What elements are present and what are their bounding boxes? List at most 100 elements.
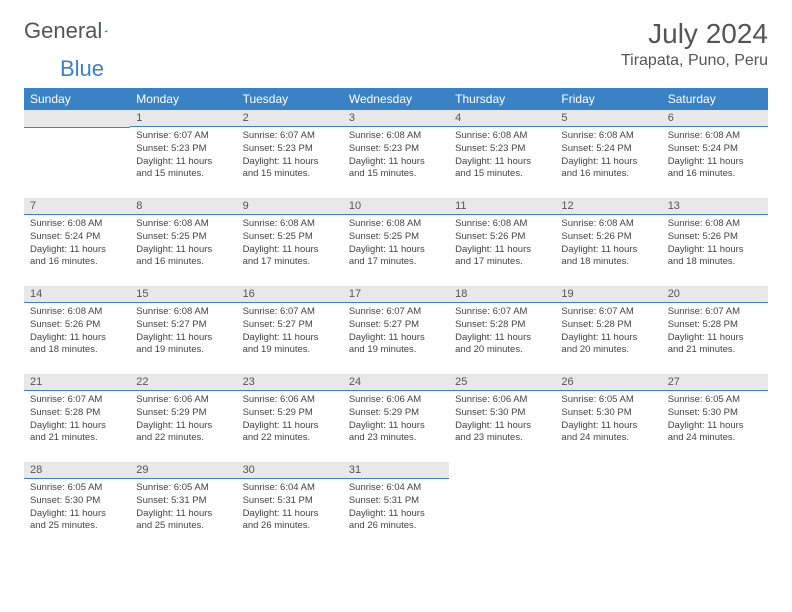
calendar-day-cell: 5Sunrise: 6:08 AMSunset: 5:24 PMDaylight… — [555, 110, 661, 198]
day-number: 17 — [343, 286, 449, 303]
day-number: 5 — [555, 110, 661, 127]
day-details: Sunrise: 6:08 AMSunset: 5:24 PMDaylight:… — [24, 215, 130, 273]
weekday-header: Thursday — [449, 88, 555, 110]
weekday-header: Wednesday — [343, 88, 449, 110]
calendar-day-cell: 11Sunrise: 6:08 AMSunset: 5:26 PMDayligh… — [449, 198, 555, 286]
day-details: Sunrise: 6:08 AMSunset: 5:27 PMDaylight:… — [130, 303, 236, 361]
day-details: Sunrise: 6:08 AMSunset: 5:25 PMDaylight:… — [343, 215, 449, 273]
calendar-day-cell: 3Sunrise: 6:08 AMSunset: 5:23 PMDaylight… — [343, 110, 449, 198]
day-details: Sunrise: 6:07 AMSunset: 5:23 PMDaylight:… — [130, 127, 236, 185]
calendar-day-cell: 22Sunrise: 6:06 AMSunset: 5:29 PMDayligh… — [130, 374, 236, 462]
day-details: Sunrise: 6:08 AMSunset: 5:26 PMDaylight:… — [24, 303, 130, 361]
day-number: 30 — [237, 462, 343, 479]
weekday-header: Saturday — [662, 88, 768, 110]
day-number: 11 — [449, 198, 555, 215]
calendar-empty-cell — [449, 462, 555, 550]
logo-word2: Blue — [60, 56, 104, 82]
day-number: 7 — [24, 198, 130, 215]
day-number: 15 — [130, 286, 236, 303]
logo-word1: General — [24, 18, 102, 44]
weekday-header-row: SundayMondayTuesdayWednesdayThursdayFrid… — [24, 88, 768, 110]
day-number: 6 — [662, 110, 768, 127]
weekday-header: Tuesday — [237, 88, 343, 110]
calendar-day-cell: 29Sunrise: 6:05 AMSunset: 5:31 PMDayligh… — [130, 462, 236, 550]
day-details: Sunrise: 6:06 AMSunset: 5:29 PMDaylight:… — [237, 391, 343, 449]
calendar-day-cell: 1Sunrise: 6:07 AMSunset: 5:23 PMDaylight… — [130, 110, 236, 198]
day-number: 8 — [130, 198, 236, 215]
calendar-day-cell: 18Sunrise: 6:07 AMSunset: 5:28 PMDayligh… — [449, 286, 555, 374]
month-title: July 2024 — [621, 18, 768, 50]
day-details: Sunrise: 6:08 AMSunset: 5:25 PMDaylight:… — [130, 215, 236, 273]
day-details: Sunrise: 6:07 AMSunset: 5:28 PMDaylight:… — [24, 391, 130, 449]
day-details: Sunrise: 6:05 AMSunset: 5:31 PMDaylight:… — [130, 479, 236, 537]
day-number: 4 — [449, 110, 555, 127]
day-details: Sunrise: 6:05 AMSunset: 5:30 PMDaylight:… — [662, 391, 768, 449]
day-details: Sunrise: 6:07 AMSunset: 5:28 PMDaylight:… — [662, 303, 768, 361]
day-details: Sunrise: 6:06 AMSunset: 5:29 PMDaylight:… — [343, 391, 449, 449]
day-number: 22 — [130, 374, 236, 391]
day-number: 2 — [237, 110, 343, 127]
day-details: Sunrise: 6:08 AMSunset: 5:23 PMDaylight:… — [449, 127, 555, 185]
day-number: 28 — [24, 462, 130, 479]
title-block: July 2024 Tirapata, Puno, Peru — [621, 18, 768, 70]
calendar-day-cell: 16Sunrise: 6:07 AMSunset: 5:27 PMDayligh… — [237, 286, 343, 374]
calendar-day-cell: 7Sunrise: 6:08 AMSunset: 5:24 PMDaylight… — [24, 198, 130, 286]
day-details: Sunrise: 6:05 AMSunset: 5:30 PMDaylight:… — [555, 391, 661, 449]
day-number: 24 — [343, 374, 449, 391]
day-number: 3 — [343, 110, 449, 127]
calendar-day-cell: 10Sunrise: 6:08 AMSunset: 5:25 PMDayligh… — [343, 198, 449, 286]
day-number: 18 — [449, 286, 555, 303]
day-number: 21 — [24, 374, 130, 391]
calendar-row: 14Sunrise: 6:08 AMSunset: 5:26 PMDayligh… — [24, 286, 768, 374]
weekday-header: Monday — [130, 88, 236, 110]
logo-triangle-icon — [104, 22, 107, 40]
day-number: 14 — [24, 286, 130, 303]
day-number: 9 — [237, 198, 343, 215]
calendar-day-cell: 6Sunrise: 6:08 AMSunset: 5:24 PMDaylight… — [662, 110, 768, 198]
calendar-empty-cell — [24, 110, 130, 198]
calendar-day-cell: 27Sunrise: 6:05 AMSunset: 5:30 PMDayligh… — [662, 374, 768, 462]
day-number: 10 — [343, 198, 449, 215]
calendar-day-cell: 9Sunrise: 6:08 AMSunset: 5:25 PMDaylight… — [237, 198, 343, 286]
calendar-day-cell: 25Sunrise: 6:06 AMSunset: 5:30 PMDayligh… — [449, 374, 555, 462]
calendar-empty-cell — [662, 462, 768, 550]
day-details: Sunrise: 6:08 AMSunset: 5:24 PMDaylight:… — [662, 127, 768, 185]
day-details: Sunrise: 6:04 AMSunset: 5:31 PMDaylight:… — [343, 479, 449, 537]
calendar-table: SundayMondayTuesdayWednesdayThursdayFrid… — [24, 88, 768, 550]
day-details: Sunrise: 6:07 AMSunset: 5:27 PMDaylight:… — [343, 303, 449, 361]
calendar-day-cell: 28Sunrise: 6:05 AMSunset: 5:30 PMDayligh… — [24, 462, 130, 550]
calendar-day-cell: 2Sunrise: 6:07 AMSunset: 5:23 PMDaylight… — [237, 110, 343, 198]
day-details: Sunrise: 6:08 AMSunset: 5:26 PMDaylight:… — [449, 215, 555, 273]
weekday-header: Friday — [555, 88, 661, 110]
weekday-header: Sunday — [24, 88, 130, 110]
day-number: 12 — [555, 198, 661, 215]
day-number: 29 — [130, 462, 236, 479]
day-number: 19 — [555, 286, 661, 303]
location: Tirapata, Puno, Peru — [621, 52, 768, 70]
day-details: Sunrise: 6:07 AMSunset: 5:28 PMDaylight:… — [555, 303, 661, 361]
day-number: 1 — [130, 110, 236, 127]
logo: General — [24, 18, 126, 44]
day-details: Sunrise: 6:04 AMSunset: 5:31 PMDaylight:… — [237, 479, 343, 537]
day-details: Sunrise: 6:08 AMSunset: 5:25 PMDaylight:… — [237, 215, 343, 273]
day-details: Sunrise: 6:07 AMSunset: 5:23 PMDaylight:… — [237, 127, 343, 185]
day-number: 23 — [237, 374, 343, 391]
day-details: Sunrise: 6:08 AMSunset: 5:26 PMDaylight:… — [662, 215, 768, 273]
day-number: 27 — [662, 374, 768, 391]
day-number: 13 — [662, 198, 768, 215]
calendar-body: 1Sunrise: 6:07 AMSunset: 5:23 PMDaylight… — [24, 110, 768, 550]
calendar-empty-cell — [555, 462, 661, 550]
calendar-day-cell: 14Sunrise: 6:08 AMSunset: 5:26 PMDayligh… — [24, 286, 130, 374]
day-details: Sunrise: 6:05 AMSunset: 5:30 PMDaylight:… — [24, 479, 130, 537]
calendar-day-cell: 26Sunrise: 6:05 AMSunset: 5:30 PMDayligh… — [555, 374, 661, 462]
day-details: Sunrise: 6:08 AMSunset: 5:23 PMDaylight:… — [343, 127, 449, 185]
calendar-day-cell: 12Sunrise: 6:08 AMSunset: 5:26 PMDayligh… — [555, 198, 661, 286]
calendar-row: 21Sunrise: 6:07 AMSunset: 5:28 PMDayligh… — [24, 374, 768, 462]
calendar-row: 7Sunrise: 6:08 AMSunset: 5:24 PMDaylight… — [24, 198, 768, 286]
day-number: 26 — [555, 374, 661, 391]
day-details: Sunrise: 6:07 AMSunset: 5:28 PMDaylight:… — [449, 303, 555, 361]
empty-day-bar — [24, 110, 130, 128]
calendar-day-cell: 23Sunrise: 6:06 AMSunset: 5:29 PMDayligh… — [237, 374, 343, 462]
calendar-day-cell: 17Sunrise: 6:07 AMSunset: 5:27 PMDayligh… — [343, 286, 449, 374]
calendar-day-cell: 19Sunrise: 6:07 AMSunset: 5:28 PMDayligh… — [555, 286, 661, 374]
